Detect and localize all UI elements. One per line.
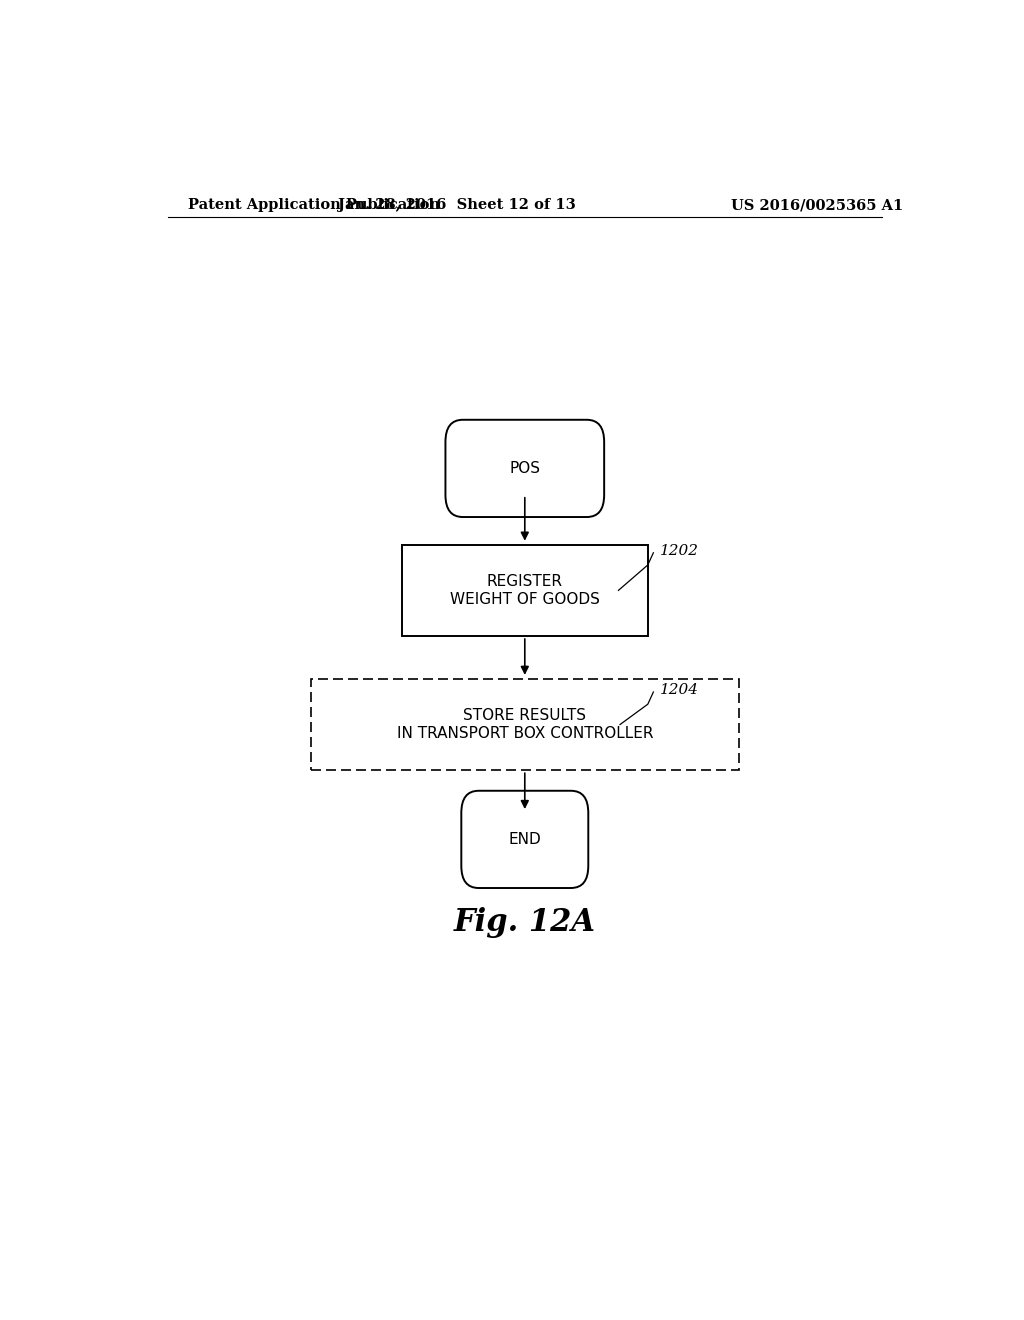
Text: END: END	[509, 832, 541, 847]
Text: 1204: 1204	[659, 682, 698, 697]
Text: POS: POS	[509, 461, 541, 477]
FancyBboxPatch shape	[445, 420, 604, 517]
Text: 1202: 1202	[659, 544, 698, 558]
Text: STORE RESULTS
IN TRANSPORT BOX CONTROLLER: STORE RESULTS IN TRANSPORT BOX CONTROLLE…	[396, 709, 653, 741]
Text: Fig. 12A: Fig. 12A	[454, 907, 596, 939]
Text: US 2016/0025365 A1: US 2016/0025365 A1	[731, 198, 903, 213]
Text: Patent Application Publication: Patent Application Publication	[187, 198, 439, 213]
FancyBboxPatch shape	[401, 545, 648, 636]
Text: Jan. 28, 2016  Sheet 12 of 13: Jan. 28, 2016 Sheet 12 of 13	[339, 198, 577, 213]
Text: REGISTER
WEIGHT OF GOODS: REGISTER WEIGHT OF GOODS	[450, 574, 600, 607]
FancyBboxPatch shape	[310, 678, 739, 771]
FancyBboxPatch shape	[462, 791, 588, 888]
